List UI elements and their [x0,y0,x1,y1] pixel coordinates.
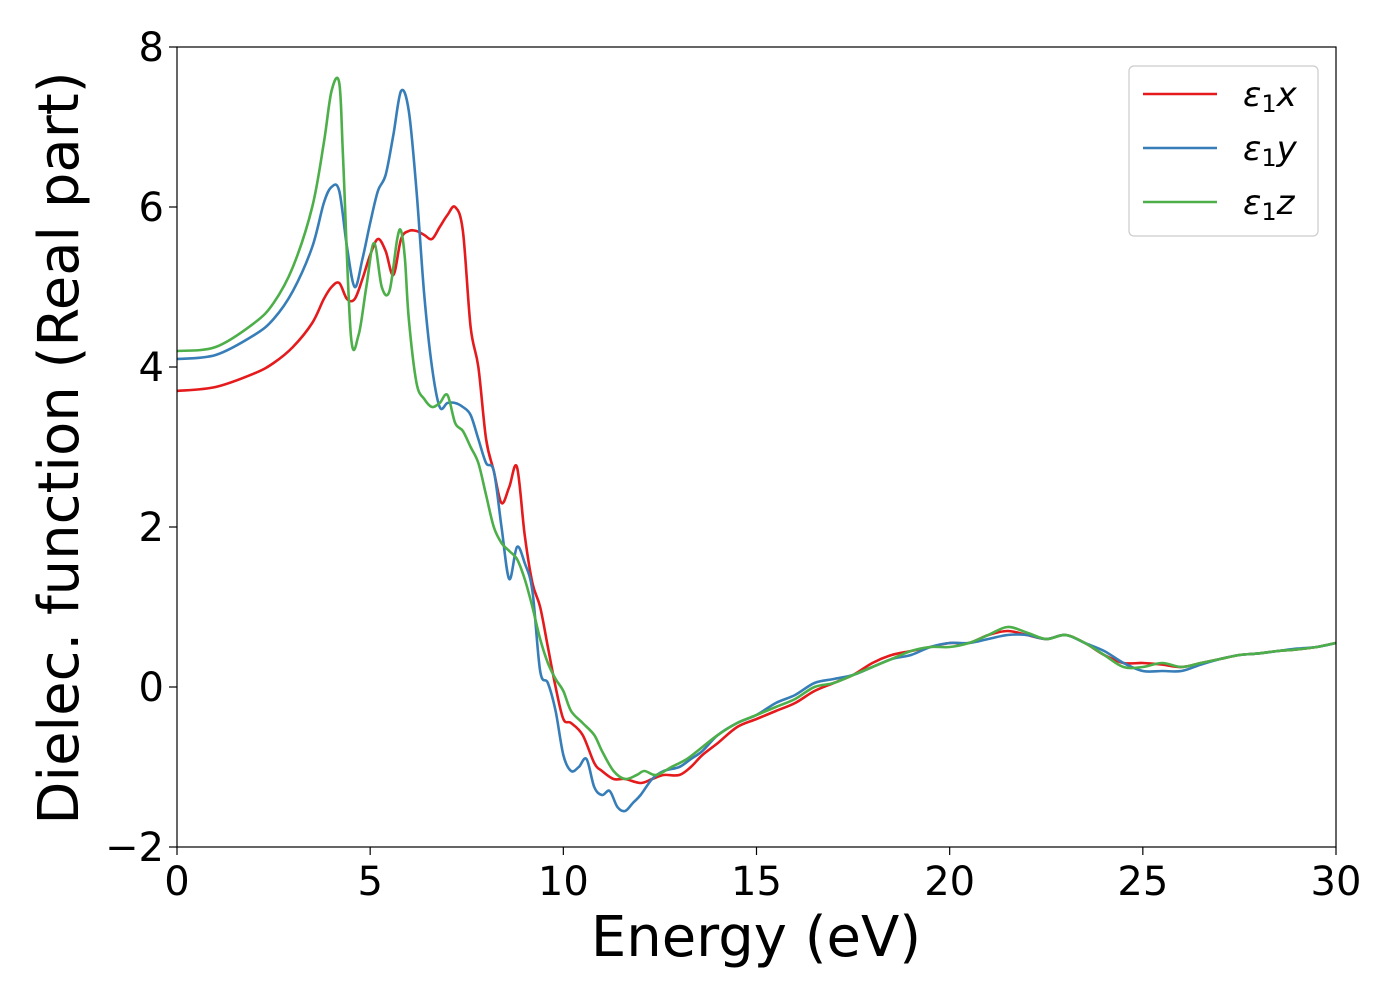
legend-box [1128,65,1319,237]
x-tick-label: 20 [924,859,975,905]
legend: ε1x ε1y ε1z [1128,65,1319,237]
x-tick-label: 5 [357,859,382,905]
y-tick-label: −2 [105,825,164,871]
y-tick-label: 4 [139,345,164,391]
y-tick-label: 2 [139,505,164,551]
x-tick-label: 0 [164,859,189,905]
series-line-z [176,76,1337,781]
x-tick-label: 30 [1311,859,1362,905]
y-tick-label: 0 [139,665,164,711]
x-axis-ticks: 0 5 10 15 20 25 30 [164,847,1361,905]
plot-lines [176,76,1337,813]
x-tick-label: 10 [538,859,589,905]
legend-label: ε1y [1243,129,1298,172]
y-axis-title: Dielec. function (Real part) [27,71,92,824]
x-axis-title: Energy (eV) [591,905,921,970]
y-tick-label: 8 [139,25,164,71]
x-tick-label: 15 [731,859,782,905]
y-axis-ticks: −2 0 2 4 6 8 [105,25,177,871]
y-tick-label: 6 [139,185,164,231]
x-tick-label: 25 [1117,859,1168,905]
legend-label: ε1z [1243,183,1296,226]
legend-label: ε1x [1243,75,1298,118]
